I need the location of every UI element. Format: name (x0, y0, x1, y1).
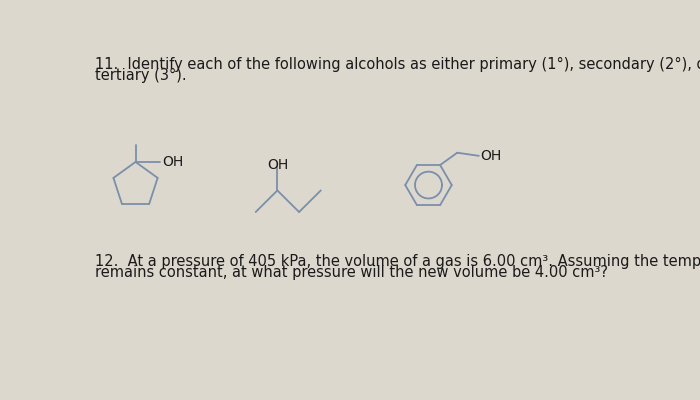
Text: 11.  Identify each of the following alcohols as either primary (1°), secondary (: 11. Identify each of the following alcoh… (95, 57, 700, 72)
Text: 12.  At a pressure of 405 kPa, the volume of a gas is 6.00 cm³. Assuming the tem: 12. At a pressure of 405 kPa, the volume… (95, 254, 700, 269)
Text: OH: OH (162, 155, 183, 169)
Text: tertiary (3°).: tertiary (3°). (95, 68, 187, 83)
Text: remains constant, at what pressure will the new volume be 4.00 cm³?: remains constant, at what pressure will … (95, 265, 608, 280)
Text: OH: OH (267, 158, 288, 172)
Text: OH: OH (480, 149, 502, 163)
